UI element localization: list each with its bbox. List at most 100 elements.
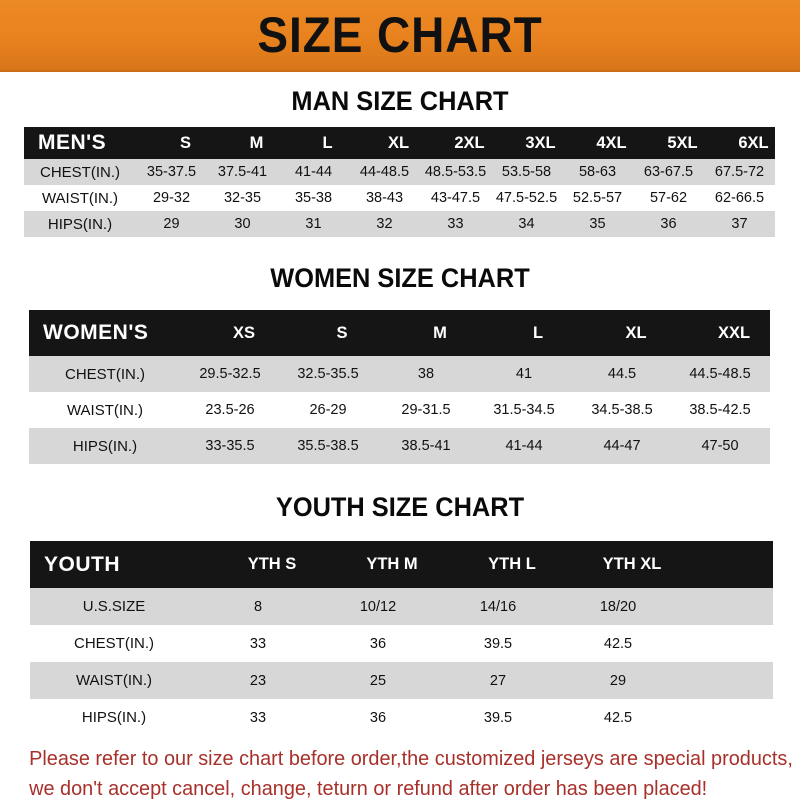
table-cell: 39.5 [483,709,513,726]
size-table-men: MEN'S S M L XL 2XL 3XL 4XL 5XL 6XL CHEST(IN.) 35-37… [24,127,775,237]
table-cell: 35 [589,216,606,232]
footer-disclaimer-line-2: we don't accept cancel, change, teturn o… [29,776,708,800]
table-header-row: MEN'S S M L XL 2XL 3XL 4XL 5XL 6XL [24,127,775,159]
table-cell: 23 [249,672,267,689]
table-cell: 36 [369,709,387,726]
table-cell: 38.5-41 [401,438,451,454]
table-cell: 62-66.5 [714,190,765,206]
table-cell: 32 [376,216,393,232]
size-table-youth: YOUTH YTH S YTH M YTH L YTH XL U.S.SIZE 8 10/12… [30,541,773,736]
table-cell: 41 [515,366,533,382]
table-cell: 35.5-38.5 [297,438,359,454]
table-cell: 8 [253,598,263,615]
table-cell: 34.5-38.5 [591,402,653,418]
page-banner: SIZE CHART [0,0,800,72]
table-cell: 38-43 [365,190,404,206]
row-label: HIPS(IN.) [81,709,147,726]
table-cell: 33 [447,216,464,232]
row-label: CHEST(IN.) [65,365,145,383]
table-cell: 57-62 [649,190,688,206]
corner-header-men: MEN'S [38,131,107,154]
page-title: SIZE CHART [257,7,543,63]
section-title-women: WOMEN SIZE CHART [270,263,530,293]
table-cell: 42.5 [603,709,633,726]
size-table-women: WOMEN'S XS S M L XL XXL CHEST(IN.) 29.5-32.5 32.5… [29,310,770,464]
table-cell: 48.5-53.5 [424,164,487,180]
table-cell: 36 [369,635,387,652]
column-header: YTH XL [602,555,662,573]
table-row: HIPS(IN.) 33-35.5 35.5-38.5 38.5-41 41-44 44-… [29,428,770,464]
table-row: CHEST(IN.) 35-37.5 37.5-41 41-44 44-48.5 48.5… [24,159,775,185]
column-header: XXL [717,323,751,342]
table-cell: 32-35 [223,190,262,206]
table-cell: 37 [731,216,748,232]
table-cell: 27 [489,672,507,689]
corner-header-youth: YOUTH [44,552,120,576]
footer-disclaimer: Please refer to our size chart before or… [0,744,793,803]
row-label: WAIST(IN.) [66,401,144,419]
row-label: WAIST(IN.) [75,672,153,689]
column-header: M [433,323,447,342]
table-header-row: YOUTH YTH S YTH M YTH L YTH XL [30,541,773,588]
table-row: WAIST(IN.) 29-32 32-35 35-38 38-43 43-47.5 47.… [24,185,775,211]
section-title-men: MAN SIZE CHART [291,86,509,116]
table-cell: 67.5-72 [714,164,765,180]
table-cell: 44.5-48.5 [689,366,751,382]
column-header: L [532,323,544,342]
column-header: M [249,133,264,152]
size-chart-sections: MAN SIZE CHART MEN'S S M L XL 2XL 3XL 4XL 5XL 6XL C… [0,86,800,736]
section-title-youth: YOUTH SIZE CHART [275,492,525,522]
table-cell: 35-37.5 [146,164,197,180]
column-header: 3XL [525,133,556,152]
table-cell: 32.5-35.5 [297,366,359,382]
table-cell: 53.5-58 [501,164,552,180]
column-header: XL [625,323,647,342]
column-header: 2XL [454,133,485,152]
table-cell: 37.5-41 [217,164,268,180]
table-cell: 41-44 [505,438,543,454]
row-label: HIPS(IN.) [47,215,113,233]
table-cell: 10/12 [359,598,397,615]
table-cell: 44.5 [607,366,637,382]
row-label: CHEST(IN.) [40,163,120,181]
table-cell: 25 [369,672,387,689]
table-row: HIPS(IN.) 33 36 39.5 42.5 [30,699,773,736]
table-cell: 41-44 [294,164,333,180]
column-header: L [322,133,333,152]
column-header: YTH L [488,555,536,573]
table-row: HIPS(IN.) 29 30 31 32 33 34 35 36 37 [24,211,775,237]
table-cell: 52.5-57 [572,190,623,206]
table-cell: 33 [249,635,267,652]
footer-disclaimer-line-1: Please refer to our size chart before or… [29,747,793,770]
row-label: CHEST(IN.) [74,635,154,652]
table-cell: 29-31.5 [401,402,451,418]
table-cell: 29.5-32.5 [199,366,261,382]
table-cell: 29-32 [152,190,191,206]
table-cell: 29 [609,672,627,689]
table-header-row: WOMEN'S XS S M L XL XXL [29,310,770,356]
table-cell: 38 [417,366,435,382]
column-header: YTH M [366,555,418,573]
table-cell: 38.5-42.5 [689,402,751,418]
table-cell: 44-48.5 [359,164,410,180]
column-header: 6XL [738,133,769,152]
row-label: U.S.SIZE [82,598,146,615]
column-header: S [336,323,348,342]
table-cell: 30 [234,216,251,232]
table-cell: 33-35.5 [205,438,255,454]
row-label: HIPS(IN.) [72,437,138,455]
corner-header-women: WOMEN'S [43,321,149,344]
table-row: CHEST(IN.) 29.5-32.5 32.5-35.5 38 41 44.5 44.5… [29,356,770,392]
table-cell: 23.5-26 [205,402,255,418]
table-cell: 47.5-52.5 [495,190,558,206]
row-label: WAIST(IN.) [41,189,119,207]
table-cell: 18/20 [599,598,637,615]
column-header: XS [232,323,255,342]
column-header: 5XL [667,133,698,152]
table-cell: 63-67.5 [643,164,694,180]
table-cell: 26-29 [309,402,347,418]
table-cell: 35-38 [294,190,333,206]
table-row: U.S.SIZE 8 10/12 14/16 18/20 [30,588,773,625]
table-cell: 44-47 [603,438,641,454]
table-cell: 58-63 [578,164,617,180]
